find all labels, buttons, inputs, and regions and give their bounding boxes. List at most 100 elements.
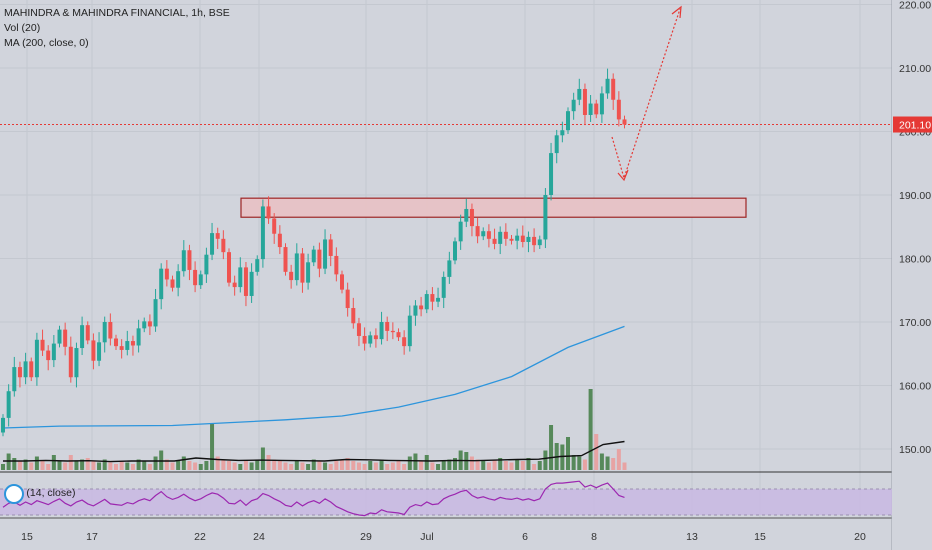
last-price-badge-label: 201.10 [899,120,931,132]
volume-bar [51,455,56,470]
candle-body [34,339,39,378]
volume-bar [272,459,277,470]
volume-bar [193,462,198,470]
candle-body [481,231,486,237]
volume-bar [243,461,248,470]
volume-bar [17,461,22,470]
x-tick-label: 29 [360,531,372,543]
volume-bar [373,462,378,470]
candle-body [12,367,17,392]
volume-bar [549,425,554,470]
y-tick-label: 190.00 [899,190,931,202]
volume-indicator-label[interactable]: Vol (20) [4,22,41,34]
volume-bar [317,461,322,470]
candle-body [255,259,260,272]
broker-logo-icon [4,484,24,504]
resistance-zone [240,197,747,218]
volume-bar [379,459,384,470]
volume-bar [97,462,102,470]
candle-body [362,335,367,344]
volume-bar [238,464,243,470]
time-axis[interactable]: 15 17 22 24 29 Jul 6 8 13 15 20 [21,531,866,543]
volume-bar [300,462,305,470]
volume-bar [385,464,390,470]
candle-body [554,135,559,154]
candle-body [402,337,407,347]
candle-body [198,274,203,286]
volume-bar [453,458,457,470]
candle-body [413,305,418,316]
volume-bar [277,461,282,470]
candle-body [503,231,508,239]
candle-body [599,93,604,115]
candle-body [68,346,73,378]
candle-body [566,111,570,131]
candle-body [153,299,158,327]
volume-bar [537,461,542,470]
volume-bar [306,464,311,470]
volume-bar [249,462,254,470]
candle-body [130,341,135,346]
candle-body [193,269,198,286]
candle-body [577,88,582,100]
ma-indicator-label[interactable]: MA (200, close, 0) [4,37,89,49]
projection-arrowhead [617,169,629,182]
x-tick-label: 22 [194,531,206,543]
volume-bar [266,455,271,470]
candle-body [622,119,627,125]
volume-bar [599,453,604,470]
candle-body [119,346,124,350]
symbol-title[interactable]: MAHINDRA & MAHINDRA FINANCIAL, 1h, BSE [4,7,230,19]
candle-body [204,254,209,275]
volume-bar [142,461,147,470]
volume-bar [407,456,412,470]
volume-bar [469,456,474,470]
projection-arrows [611,5,682,182]
volume-bar [294,461,299,470]
candle-body [114,338,118,347]
volume-bar [515,459,520,470]
candle-body [17,367,22,378]
candle-body [515,235,520,241]
candle-body [368,335,373,344]
volume-bar [402,464,407,470]
volume-bar [164,459,169,470]
volume-bar [486,462,491,470]
candle-body [249,271,254,296]
candle-body [351,308,356,324]
candle-body [453,241,457,261]
volume-bar [492,459,497,470]
candle-body [51,343,56,361]
candle-body [436,297,441,302]
candle-body [311,249,316,263]
candle-body [475,226,480,237]
candle-body [498,231,503,244]
volume-bar [390,462,395,470]
price-axis[interactable]: 150.00160.00170.00180.00190.00200.00210.… [892,0,932,550]
volume-bar [34,456,39,470]
volume-bar [108,462,113,470]
volume-bar [571,455,576,470]
candle-body [328,239,333,256]
x-tick-label: 15 [21,531,33,543]
x-tick-label: 17 [86,531,98,543]
volume-bar [46,464,51,470]
volume-bars [1,389,627,470]
volume-bar [419,461,424,470]
candle-body [317,249,322,269]
candle-body [543,195,548,240]
y-tick-label: 160.00 [899,381,931,393]
candle-body [464,208,469,222]
candle-body [340,274,344,290]
candle-body [582,88,587,115]
candle-body [532,236,537,246]
candle-body [594,103,599,115]
y-tick-label: 150.00 [899,444,931,456]
candle-body [142,321,147,329]
candle-body [294,253,299,281]
candle-body [1,417,5,433]
x-tick-label: 13 [686,531,698,543]
candle-body [272,218,277,234]
